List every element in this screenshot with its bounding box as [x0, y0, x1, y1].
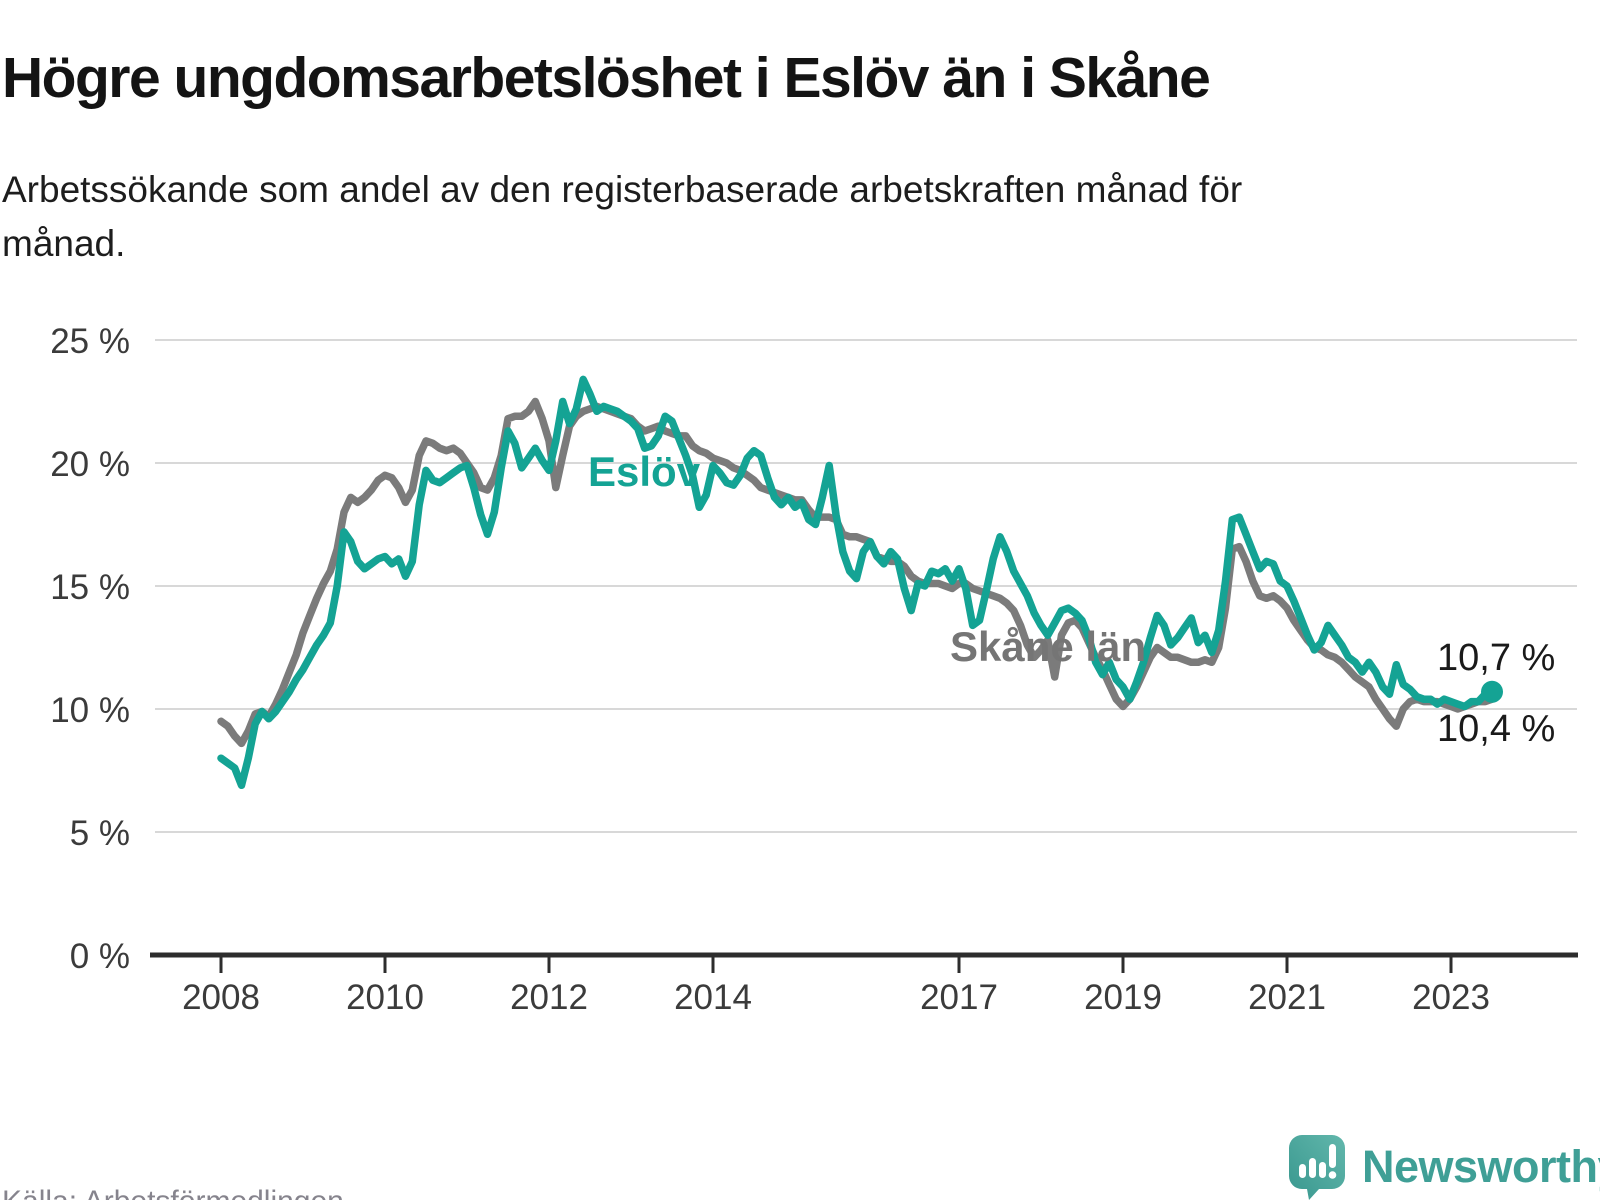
series-label-eslov: Eslöv [588, 448, 701, 495]
y-tick-label: 10 % [50, 691, 130, 730]
end-value-label-skane-lan: 10,4 % [1437, 708, 1555, 750]
series-line-skane-lan [217, 397, 1496, 748]
x-tick-label: 2012 [510, 978, 588, 1017]
gridlines [150, 339, 1578, 958]
series-end-dot-eslov [1481, 680, 1503, 703]
newsworthy-chart-bubble-icon [1289, 1135, 1345, 1200]
x-tick-label: 2017 [920, 978, 998, 1017]
y-tick-label: 5 % [70, 814, 130, 853]
x-tick-label: 2021 [1248, 978, 1326, 1017]
x-axis-ticks-and-labels: 2008 2010 2012 2014 2017 2019 2021 2023 [182, 957, 1490, 1017]
series-label-skane-lan: Skåne län [950, 623, 1146, 670]
y-axis-labels: 0 % 5 % 10 % 15 % 20 % 25 % [50, 322, 130, 976]
newsworthy-logo: Newsworthy [1288, 1134, 1600, 1200]
y-tick-label: 20 % [50, 445, 130, 484]
chart-subtitle: Arbetssökande som andel av den registerb… [2, 169, 1243, 264]
y-tick-label: 0 % [70, 937, 130, 976]
x-tick-label: 2023 [1412, 978, 1490, 1017]
source-caption: Källa: Arbetsförmedlingen [2, 1185, 344, 1200]
page-title: Högre ungdomsarbetslöshet i Eslöv än i S… [2, 46, 1211, 111]
series-line-eslov [217, 375, 1496, 790]
x-tick-label: 2014 [674, 978, 752, 1017]
series-lines [217, 375, 1496, 790]
line-chart: 0 %5 %10 %15 %20 %25 % 2008 2010 2012 2014 2… [50, 322, 1578, 1017]
x-tick-label: 2019 [1084, 978, 1162, 1017]
x-tick-label: 2010 [346, 978, 424, 1017]
y-tick-label: 15 % [50, 568, 130, 607]
brand-wordmark: Newsworthy [1362, 1141, 1600, 1192]
x-tick-label: 2008 [182, 978, 260, 1017]
y-tick-label: 25 % [50, 322, 130, 361]
end-value-label-eslov: 10,7 % [1437, 637, 1555, 679]
series-annotations: Skåne län 10,4 % Eslöv 10,7 % [588, 448, 1555, 750]
